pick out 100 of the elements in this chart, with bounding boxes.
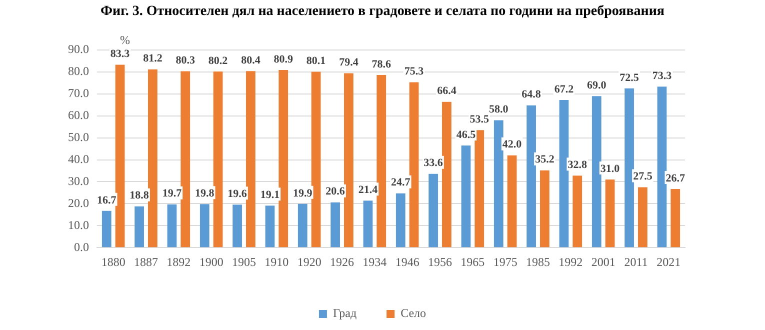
bar bbox=[246, 71, 256, 248]
bar bbox=[572, 176, 582, 248]
data-label: 73.3 bbox=[652, 70, 672, 82]
data-label: 18.8 bbox=[130, 190, 150, 202]
bar bbox=[298, 204, 308, 248]
legend-label: Град bbox=[332, 306, 357, 320]
data-label: 26.7 bbox=[666, 172, 686, 184]
data-label: 80.9 bbox=[274, 53, 294, 66]
data-label: 64.8 bbox=[522, 88, 542, 101]
data-label: 32.8 bbox=[568, 158, 588, 171]
x-tick-label: 1956 bbox=[428, 254, 452, 269]
bar bbox=[559, 100, 569, 248]
data-label: 24.7 bbox=[391, 176, 411, 189]
x-tick-label: 1926 bbox=[330, 254, 354, 269]
bar bbox=[409, 82, 419, 248]
bar bbox=[213, 72, 223, 248]
y-tick-label: 70.0 bbox=[68, 86, 89, 100]
data-label: 31.0 bbox=[600, 162, 620, 175]
y-axis-title: % bbox=[120, 33, 130, 48]
y-tick-label: 90.0 bbox=[68, 42, 89, 56]
bar bbox=[344, 73, 354, 248]
bar bbox=[180, 71, 190, 248]
bar bbox=[428, 174, 438, 248]
x-tick-label: 1934 bbox=[362, 254, 387, 269]
x-tick-label: 1946 bbox=[395, 254, 420, 269]
bar bbox=[526, 105, 536, 248]
bar bbox=[624, 88, 634, 248]
y-tick-label: 10.0 bbox=[68, 218, 89, 232]
data-label: 75.3 bbox=[404, 66, 424, 78]
data-label: 79.4 bbox=[339, 56, 359, 69]
data-label: 19.7 bbox=[162, 188, 182, 200]
data-label: 80.3 bbox=[176, 54, 196, 67]
data-label: 53.5 bbox=[470, 113, 490, 126]
y-tick-label: 40.0 bbox=[68, 152, 89, 166]
data-label: 19.9 bbox=[293, 187, 313, 200]
y-tick-label: 60.0 bbox=[68, 108, 89, 122]
bar bbox=[167, 204, 177, 248]
bar bbox=[200, 204, 210, 248]
bar bbox=[442, 102, 452, 248]
bar bbox=[232, 204, 242, 248]
data-label: 78.6 bbox=[372, 58, 392, 70]
bar bbox=[102, 210, 112, 248]
bar bbox=[311, 72, 321, 248]
bar bbox=[605, 180, 615, 248]
bar bbox=[638, 187, 648, 248]
bar bbox=[474, 130, 484, 248]
data-label: 35.2 bbox=[535, 154, 555, 166]
bar bbox=[507, 155, 517, 248]
bar bbox=[278, 70, 288, 248]
x-tick-label: 1920 bbox=[297, 254, 322, 269]
chart-title: Фиг. 3. Относителен дял на населението в градовете и селата по години на преброявания bbox=[99, 4, 666, 20]
bar bbox=[148, 69, 158, 248]
x-tick-label: 1965 bbox=[460, 254, 485, 269]
data-label: 20.6 bbox=[326, 186, 346, 198]
x-tick-label: 1910 bbox=[264, 254, 289, 269]
bar bbox=[363, 200, 373, 248]
bar bbox=[134, 206, 144, 248]
y-tick-label: 50.0 bbox=[68, 130, 89, 144]
bar bbox=[265, 206, 275, 248]
x-tick-label: 1975 bbox=[493, 254, 518, 269]
data-label: 80.4 bbox=[241, 54, 261, 66]
data-label: 72.5 bbox=[620, 72, 640, 84]
data-label: 67.2 bbox=[554, 83, 574, 96]
bar bbox=[670, 188, 680, 248]
y-tick-label: 0.0 bbox=[74, 240, 89, 254]
x-tick-label: 1905 bbox=[232, 254, 256, 269]
bar bbox=[657, 86, 667, 248]
data-label: 58.0 bbox=[489, 104, 509, 116]
bar bbox=[461, 146, 471, 248]
data-label: 66.4 bbox=[437, 85, 457, 98]
data-label: 69.0 bbox=[587, 79, 607, 92]
bar bbox=[376, 75, 386, 248]
data-label: 19.6 bbox=[228, 188, 248, 200]
legend-label: Село bbox=[400, 306, 426, 320]
data-label: 19.8 bbox=[195, 187, 215, 200]
data-label: 33.6 bbox=[424, 157, 444, 170]
data-label: 80.1 bbox=[306, 55, 326, 68]
bar bbox=[494, 120, 504, 248]
x-tick-label: 1892 bbox=[166, 254, 191, 269]
bar bbox=[540, 170, 550, 248]
x-tick-label: 2021 bbox=[656, 254, 681, 269]
data-label: 19.1 bbox=[260, 189, 280, 202]
x-tick-label: 2011 bbox=[624, 254, 648, 269]
data-label: 27.5 bbox=[633, 170, 653, 183]
bar bbox=[396, 193, 406, 248]
x-tick-label: 1887 bbox=[134, 254, 158, 269]
bar bbox=[330, 202, 340, 248]
x-tick-label: 1985 bbox=[526, 254, 550, 269]
x-tick-label: 1880 bbox=[101, 254, 126, 269]
y-tick-label: 20.0 bbox=[68, 196, 89, 210]
data-label: 80.2 bbox=[208, 54, 228, 67]
data-label: 46.5 bbox=[456, 128, 476, 141]
x-tick-label: 1900 bbox=[199, 254, 224, 269]
y-tick-label: 80.0 bbox=[68, 64, 89, 78]
x-tick-label: 1992 bbox=[558, 254, 583, 269]
data-label: 21.4 bbox=[358, 184, 378, 196]
data-label: 42.0 bbox=[502, 138, 522, 151]
y-tick-label: 30.0 bbox=[68, 174, 89, 188]
data-label: 83.3 bbox=[110, 48, 130, 60]
x-tick-label: 2001 bbox=[591, 254, 616, 269]
